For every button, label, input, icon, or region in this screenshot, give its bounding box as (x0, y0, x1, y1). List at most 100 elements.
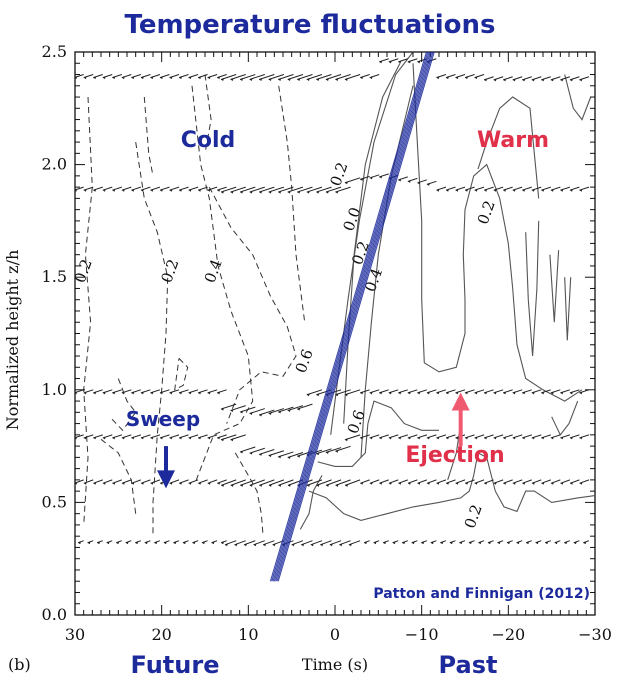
wind-vector-head (468, 541, 472, 545)
wind-vector-head (560, 78, 564, 82)
wind-vector-head (102, 436, 106, 440)
tilt-line (272, 51, 430, 582)
wind-vector-head (339, 543, 343, 547)
wind-vector-head (512, 188, 516, 192)
wind-vector-head (569, 391, 573, 395)
contour-solid (330, 52, 414, 435)
wind-vector-head (75, 76, 78, 80)
wind-vector-head (465, 76, 469, 80)
wind-vector-head (541, 481, 545, 485)
wind-vector-head (569, 436, 573, 440)
wind-vector-head (230, 190, 234, 194)
wind-vector-head (344, 438, 348, 442)
wind-vector-head (493, 188, 497, 192)
wind-vector-head (217, 481, 221, 485)
wind-vector-head (417, 391, 421, 395)
wind-vector-head (569, 78, 573, 82)
wind-vector-head (344, 181, 348, 185)
wind-vector-head (541, 188, 545, 192)
wind-vector-head (297, 407, 301, 411)
wind-vector-head (163, 541, 167, 545)
wind-vector-head (560, 436, 564, 440)
bottom-label: Future (131, 651, 220, 679)
wind-vector-head (144, 541, 148, 545)
wind-vector-head (360, 391, 364, 395)
wind-vector-head (579, 436, 583, 440)
y-tick-label: 2.5 (42, 42, 67, 61)
wind-vector-head (207, 436, 211, 440)
wind-vector-head (497, 541, 501, 545)
wind-vector-head (531, 436, 535, 440)
wind-vector-head (379, 436, 383, 440)
wind-vector-head (320, 543, 324, 547)
wind-vector-head (259, 483, 263, 487)
wind-vector-head (97, 541, 101, 545)
wind-vector-head (297, 454, 301, 458)
wind-vector-head (230, 409, 234, 413)
wind-vector-head (220, 407, 224, 411)
wind-vector-head (360, 436, 364, 440)
wind-vector-head (388, 436, 392, 440)
wind-vector-head (287, 77, 291, 81)
wind-vector-head (230, 438, 234, 442)
contour-solid (551, 400, 579, 436)
wind-vector-head (421, 541, 425, 545)
wind-vector-head (83, 76, 87, 80)
contour-solid (360, 85, 414, 458)
wind-vector-head (446, 481, 450, 485)
wind-vector-head (335, 449, 339, 453)
wind-vector-head (220, 438, 224, 442)
wind-vector-head (179, 436, 183, 440)
wind-vector-head (344, 77, 348, 81)
x-tick-label: 0 (330, 625, 340, 644)
wind-vector-head (83, 436, 87, 440)
wind-vector-head (253, 543, 257, 547)
wind-vector-head (131, 481, 135, 485)
wind-vector-head (259, 190, 263, 194)
wind-vector-head (201, 541, 205, 545)
wind-vector-head (398, 481, 402, 485)
wind-vector-head (503, 188, 507, 192)
wind-vector-head (278, 190, 282, 194)
wind-vector-head (407, 436, 411, 440)
wind-vector-head (188, 76, 192, 80)
credit-text: Patton and Finnigan (2012) (373, 586, 590, 602)
wind-vector-head (455, 188, 459, 192)
wind-vector-head (102, 391, 106, 395)
wind-vector-head (131, 76, 135, 80)
wind-vector-head (135, 541, 139, 545)
wind-vector-head (522, 436, 526, 440)
wind-vector-head (426, 391, 430, 395)
wind-vector-head (474, 188, 478, 192)
wind-vector-head (188, 188, 192, 192)
wind-vector-head (516, 541, 520, 545)
wind-vector-head (306, 483, 310, 487)
wind-vector-head (102, 188, 106, 192)
wind-vector-head (503, 436, 507, 440)
wind-vector-head (417, 181, 421, 185)
wind-vector-head (121, 436, 125, 440)
contour-dashed (135, 142, 169, 537)
wind-vector-head (426, 436, 430, 440)
wind-vector-head (487, 541, 491, 545)
wind-vector-head (83, 188, 87, 192)
wind-vector-head (407, 481, 411, 485)
wind-vector-head (249, 77, 253, 81)
wind-vector-head (541, 391, 545, 395)
wind-vector-head (398, 436, 402, 440)
wind-vector-head (78, 541, 82, 545)
y-tick-label: 1.5 (42, 267, 67, 286)
wind-vector-head (550, 436, 554, 440)
wind-vector-head (198, 481, 202, 485)
wind-vector-head (230, 483, 234, 487)
wind-vector-head (579, 78, 583, 82)
wind-vector-head (379, 60, 383, 64)
wind-vector-head (512, 481, 516, 485)
wind-vector-head (131, 391, 135, 395)
wind-vector-head (417, 60, 421, 64)
wind-vector-head (379, 481, 383, 485)
wind-vector-head (507, 541, 511, 545)
wind-vector-head (272, 543, 276, 547)
tilt-line (273, 51, 431, 582)
wind-vector-head (159, 391, 163, 395)
